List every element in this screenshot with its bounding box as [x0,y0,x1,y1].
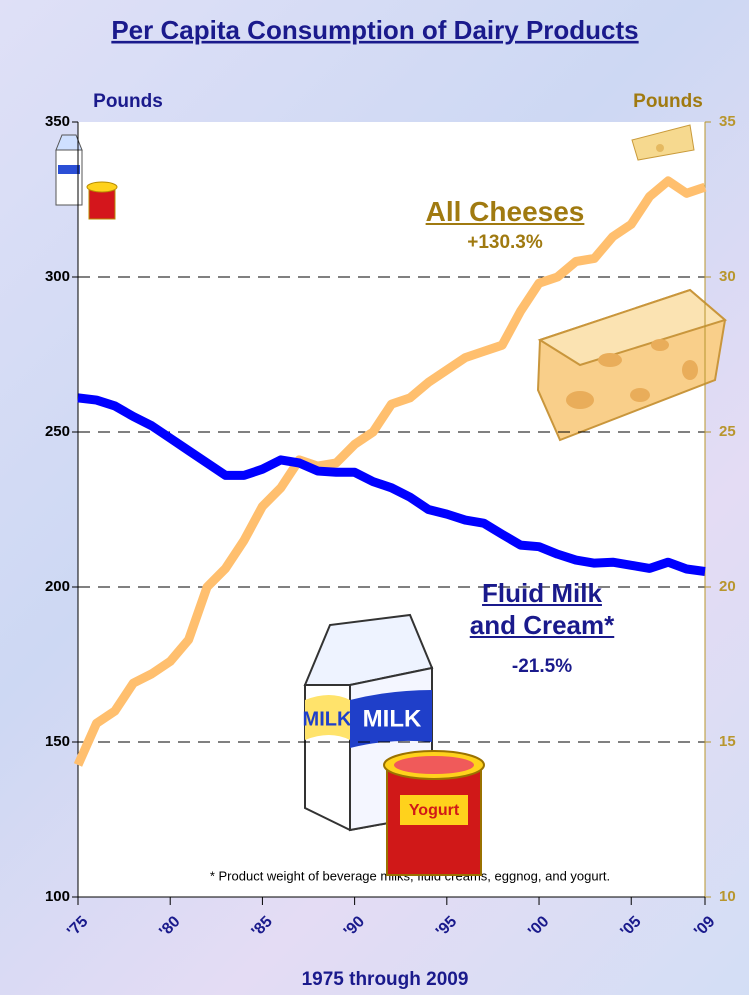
x-tick-label: '75 [64,913,91,940]
cheese-icon-small [631,124,695,161]
y-tick-label: 150 [45,733,70,750]
x-tick-label: '80 [156,913,183,940]
svg-text:MILK: MILK [363,705,422,732]
y-tick-label: 200 [45,578,70,595]
y-tick-label: 350 [45,113,70,130]
x-tick-label: '85 [249,913,276,940]
cheese-picture [536,288,728,442]
y2-tick-label: 15 [719,733,736,750]
svg-text:MILK: MILK [303,708,352,730]
series-line [77,393,706,576]
y2-tick-label: 35 [719,113,736,130]
x-tick-label: '00 [525,913,552,940]
x-tick-label: '90 [341,913,368,940]
milk-label: Fluid Milk and Cream* [469,578,615,640]
y2-tick-label: 20 [719,578,736,595]
subtitle: 1975 through 2009 [302,969,469,990]
svg-text:Yogurt: Yogurt [409,802,460,819]
series-line [73,176,707,767]
y2-tick-label: 25 [719,423,736,440]
y2-tick-label: 10 [719,888,736,905]
milk-change: -21.5% [511,656,573,677]
y-tick-label: 100 [45,888,70,905]
x-tick-label: '09 [691,913,718,940]
x-tick-label: '05 [617,913,644,940]
y2-axis-label: Pounds [633,91,703,112]
x-tick-label: '95 [433,913,460,940]
milk-picture: MILK MILK Yogurt [303,613,485,876]
milk-icon-small [55,134,118,220]
y-tick-label: 300 [45,268,70,285]
cheese-label: All Cheeses [425,196,585,227]
chart-title: Per Capita Consumption of Dairy Products [111,15,638,45]
y2-tick-label: 30 [719,268,736,285]
y-tick-label: 250 [45,423,70,440]
cheese-change: +130.3% [467,232,543,253]
y-axis-label: Pounds [93,91,163,112]
